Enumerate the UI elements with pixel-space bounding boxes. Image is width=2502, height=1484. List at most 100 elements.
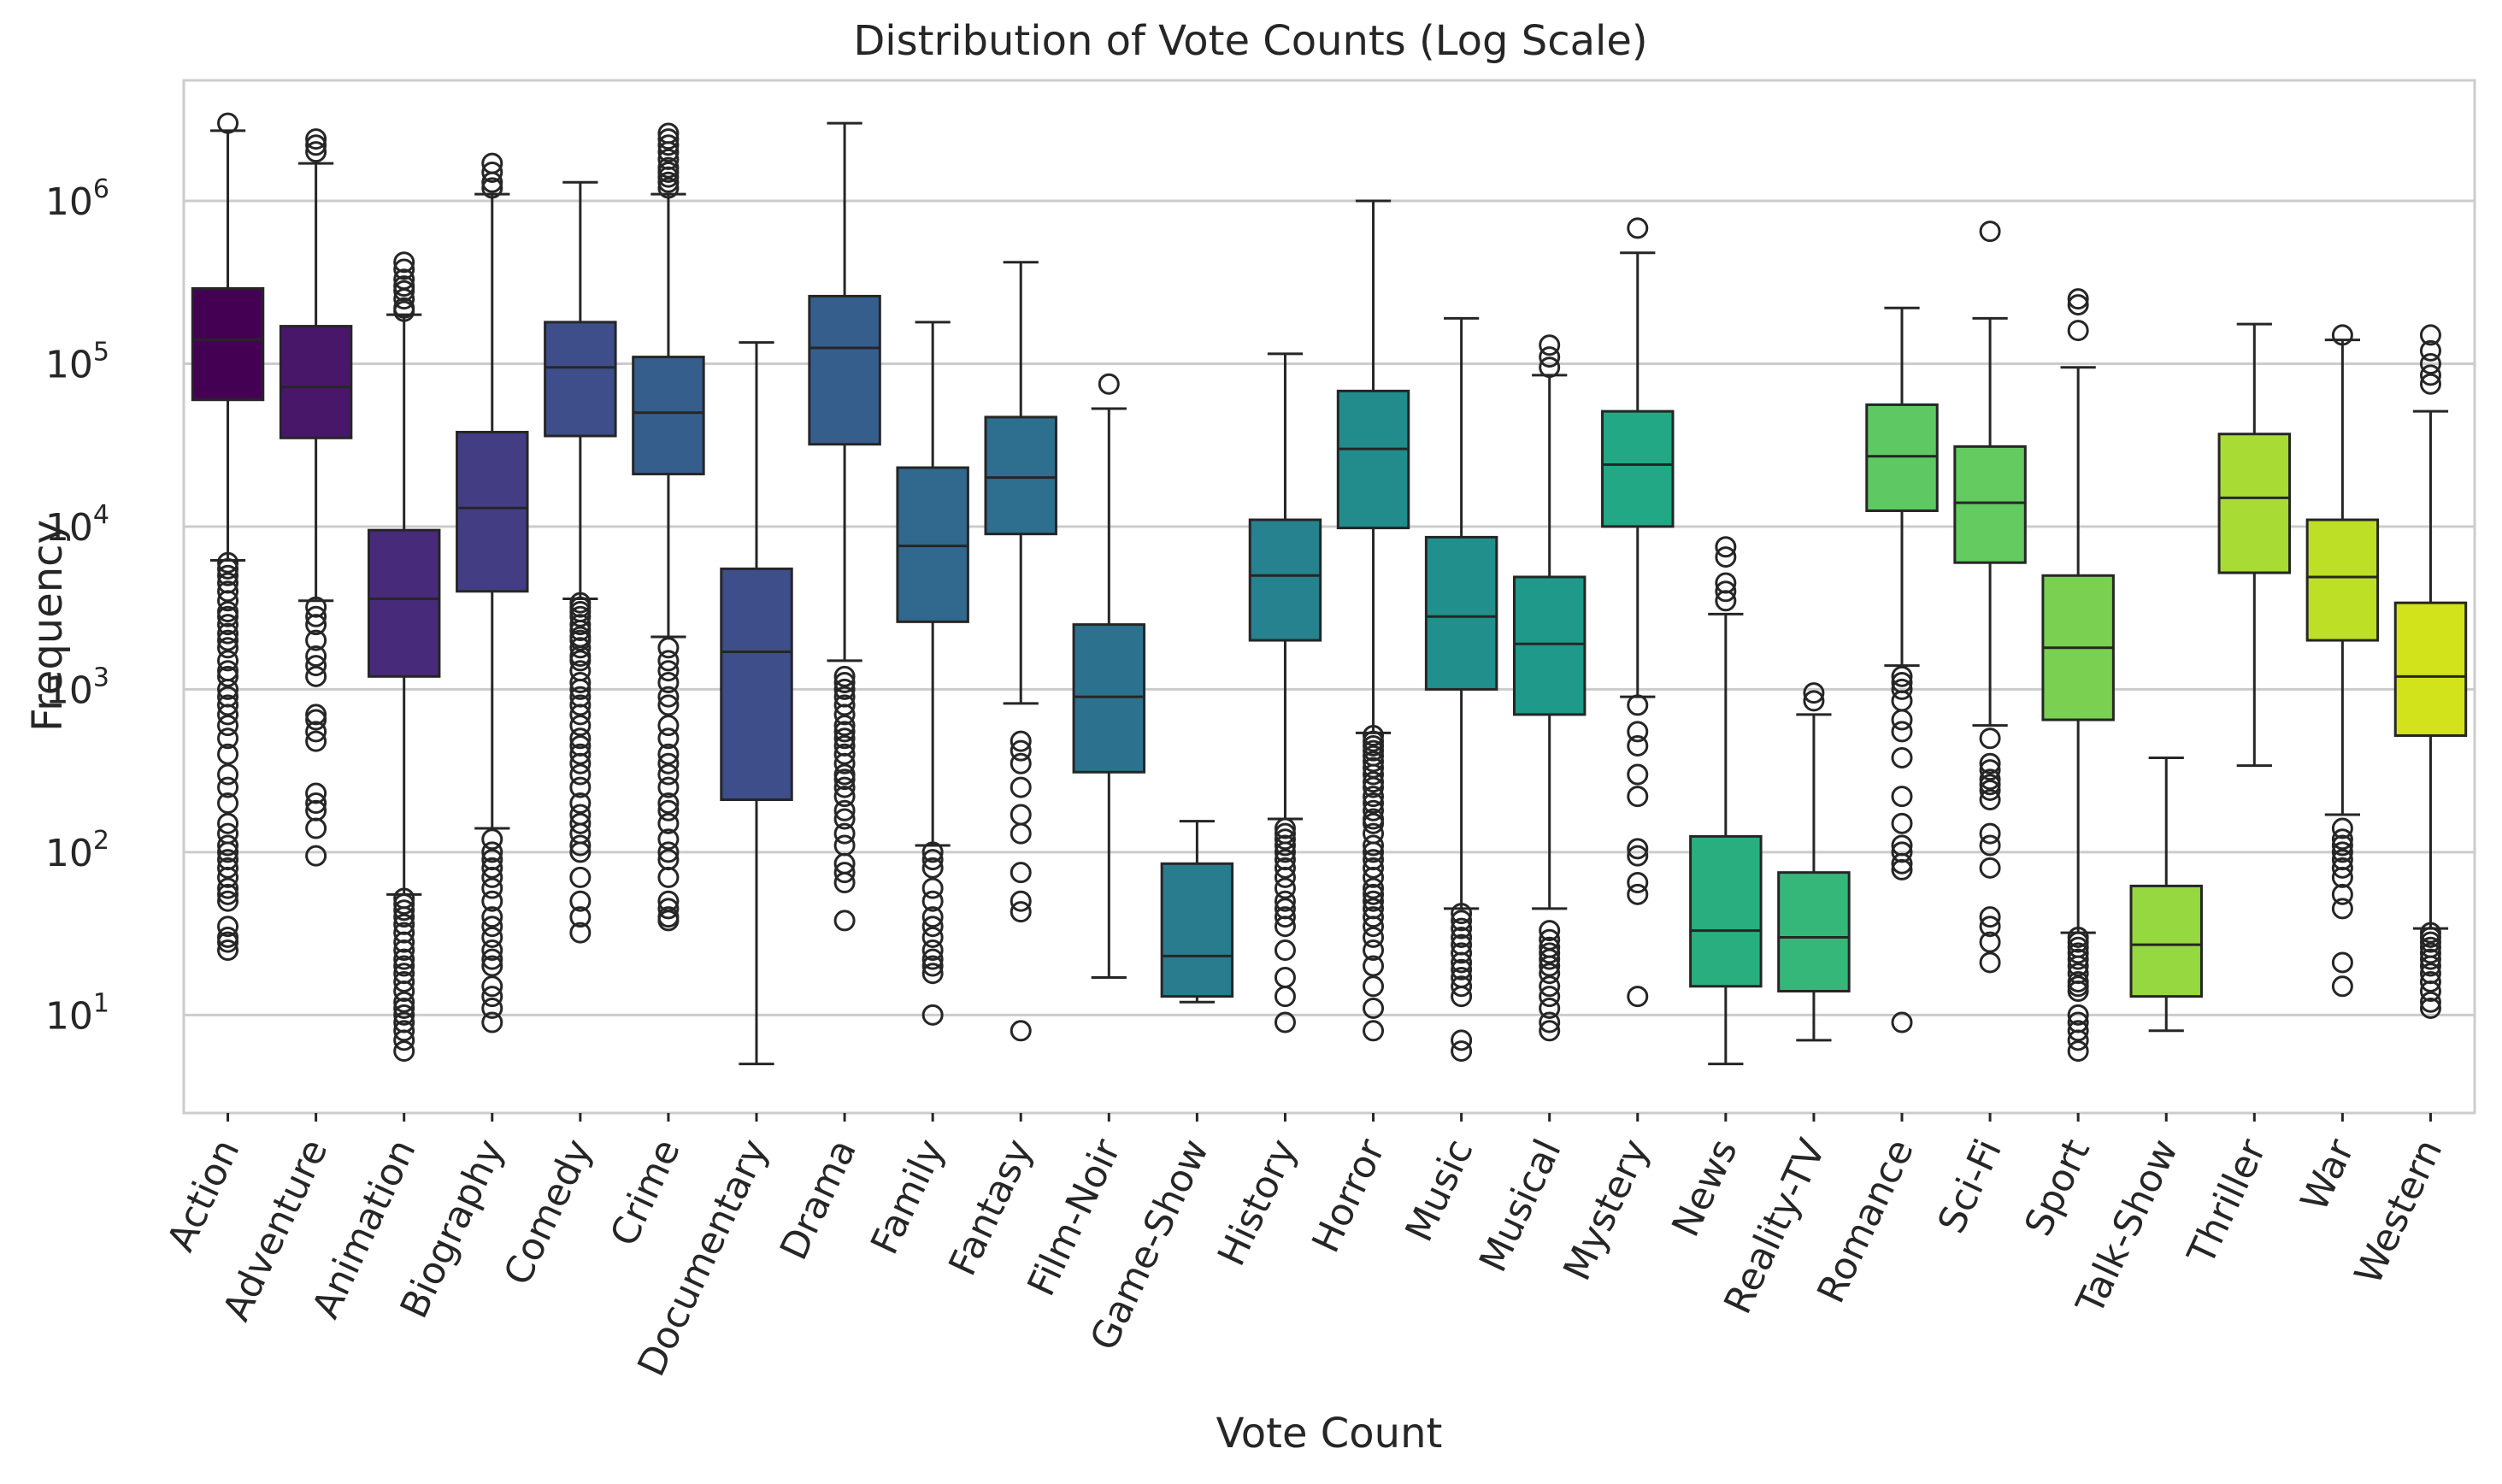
outlier-point <box>569 763 592 786</box>
outlier-point <box>393 300 415 322</box>
outlier-point <box>393 922 415 944</box>
outlier-point <box>393 948 415 970</box>
outlier-point <box>2419 373 2441 395</box>
outlier-point <box>481 877 503 899</box>
outlier-point <box>1363 890 1385 912</box>
outlier-point <box>305 614 327 636</box>
outlier-point <box>393 893 415 916</box>
box-group-fantasy <box>984 261 1057 1042</box>
outlier-point <box>1274 1011 1296 1034</box>
outlier-point <box>2331 857 2353 879</box>
outlier-point <box>1539 920 1561 942</box>
outlier-point <box>1363 926 1385 948</box>
outlier-point <box>1979 822 2001 845</box>
y-tick-exponent: 2 <box>93 826 109 856</box>
outlier-point <box>569 704 592 726</box>
x-tick-label: War <box>2293 1132 2364 1217</box>
outlier-point <box>305 782 327 804</box>
y-tick-exponent: 6 <box>93 174 109 204</box>
outlier-point <box>1363 939 1385 962</box>
outlier-point <box>2067 320 2089 342</box>
outlier-point <box>657 128 680 150</box>
outlier-point <box>657 841 680 863</box>
y-tick-base: 10 <box>45 994 93 1038</box>
outlier-point <box>569 678 592 700</box>
outlier-point <box>1979 906 2001 928</box>
outlier-point <box>217 715 239 737</box>
outlier-point <box>2419 931 2441 953</box>
outlier-point <box>2331 898 2353 920</box>
outlier-point <box>833 672 856 694</box>
y-tick-base: 10 <box>45 180 93 224</box>
outlier-point <box>393 970 415 992</box>
outlier-point <box>217 763 239 786</box>
outlier-point <box>1274 916 1296 938</box>
y-tick-exponent: 5 <box>93 337 109 367</box>
outlier-point <box>657 828 680 851</box>
outlier-point <box>217 637 239 659</box>
outlier-point <box>2419 364 2441 386</box>
outlier-point <box>569 776 592 798</box>
box-group-history <box>1248 352 1322 1034</box>
y-tick-exponent: 1 <box>93 988 109 1018</box>
outlier-point <box>1715 590 1737 612</box>
outlier-point <box>657 637 680 659</box>
outlier-point <box>1363 771 1385 793</box>
y-tick-label: 102 <box>45 826 109 875</box>
outlier-point <box>833 786 856 808</box>
outlier-point <box>1010 752 1032 774</box>
outlier-point <box>569 694 592 716</box>
outlier-point <box>481 828 503 851</box>
outlier-point <box>393 939 415 962</box>
outlier-point <box>1363 786 1385 808</box>
outlier-point <box>833 910 856 932</box>
outlier-point <box>217 590 239 612</box>
box-group-musical <box>1512 334 1587 1042</box>
outlier-point <box>217 841 239 863</box>
outlier-point <box>1363 975 1385 998</box>
outlier-point <box>1010 776 1032 798</box>
outlier-point <box>833 808 856 830</box>
outlier-point <box>217 939 239 962</box>
box-group-sport <box>2041 288 2115 1063</box>
outlier-point <box>1627 838 1649 860</box>
outlier-point <box>1274 834 1296 857</box>
outlier-point <box>569 841 592 863</box>
y-tick-base: 10 <box>45 343 93 386</box>
outlier-point <box>921 1004 944 1026</box>
outlier-point <box>1363 724 1385 746</box>
outlier-point <box>217 629 239 651</box>
plot-frame <box>182 79 2476 1115</box>
outlier-point <box>393 258 415 280</box>
outlier-point <box>1627 763 1649 786</box>
outlier-point <box>1539 975 1561 998</box>
outlier-point <box>1979 931 2001 953</box>
x-tick-label: Thriller <box>2179 1132 2275 1271</box>
outlier-point <box>1715 546 1737 568</box>
outlier-point <box>921 906 944 928</box>
box-iqr <box>544 321 617 438</box>
outlier-point <box>569 866 592 888</box>
outlier-point <box>1891 858 1913 880</box>
outlier-point <box>657 650 680 672</box>
outlier-point <box>657 686 680 708</box>
outlier-point <box>393 931 415 953</box>
outlier-point <box>833 721 856 743</box>
outlier-point <box>1098 373 1120 395</box>
box-iqr <box>1953 445 2027 564</box>
outlier-point <box>1979 759 2001 781</box>
outlier-point <box>1539 986 1561 1008</box>
box-iqr <box>279 325 353 439</box>
outlier-point <box>393 906 415 928</box>
outlier-point <box>2331 817 2353 839</box>
outlier-point <box>305 665 327 687</box>
outlier-point <box>1451 975 1473 998</box>
x-tick-label: Action <box>159 1133 248 1257</box>
y-tick-base: 10 <box>45 832 93 875</box>
outlier-point <box>2331 324 2353 346</box>
outlier-point <box>217 916 239 938</box>
outlier-point <box>833 752 856 774</box>
outlier-point <box>1891 721 1913 743</box>
outlier-point <box>1010 901 1032 923</box>
outlier-point <box>1627 694 1649 716</box>
